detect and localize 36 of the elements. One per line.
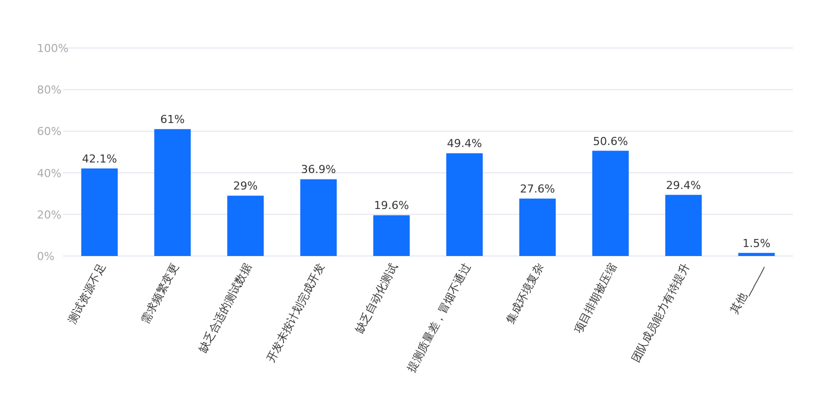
data-label: 50.6% [593,134,628,148]
data-label: 42.1% [82,152,117,166]
x-tick-label: 团队成员能力有待提升 [629,261,692,365]
x-tick-label: 缺乏自动化测试 [352,261,400,336]
bar [154,129,191,256]
data-label: 19.6% [374,199,409,212]
bar [446,153,483,256]
data-label: 49.4% [447,137,482,150]
x-tick-label: 提测质量差，冒烟不通过 [404,261,474,374]
bar [300,179,337,256]
x-tick-label: 集成环境复杂 [504,261,546,326]
y-tick-label: 20% [37,208,62,222]
bar [592,150,629,256]
x-tick-label: 需求频繁变更 [138,261,182,326]
bar [665,194,702,256]
data-label: 29.4% [666,178,701,192]
x-tick-label: 开发未按计划完成开发 [264,261,328,365]
data-label: 36.9% [301,163,336,176]
x-tick-label: 测试资源不足 [66,261,108,326]
y-tick-label: 40% [37,166,62,180]
x-tick-label: 项目排期被压缩 [572,261,620,336]
y-tick-label: 100% [37,42,68,55]
data-label: 27.6% [520,182,555,196]
data-label: 29% [233,180,258,193]
x-tick-label: 缺乏合适的测试数据 [196,261,254,355]
bar [227,196,264,256]
data-label: 1.5% [742,236,770,250]
bar [81,168,118,256]
x-tick-label: 其他______ [728,260,766,316]
y-tick-label: 0% [37,250,54,263]
bar [373,215,410,256]
y-tick-label: 60% [37,125,62,138]
data-label: 61% [160,113,185,126]
y-tick-label: 80% [37,84,62,97]
bar [519,198,556,256]
bar [738,252,775,256]
